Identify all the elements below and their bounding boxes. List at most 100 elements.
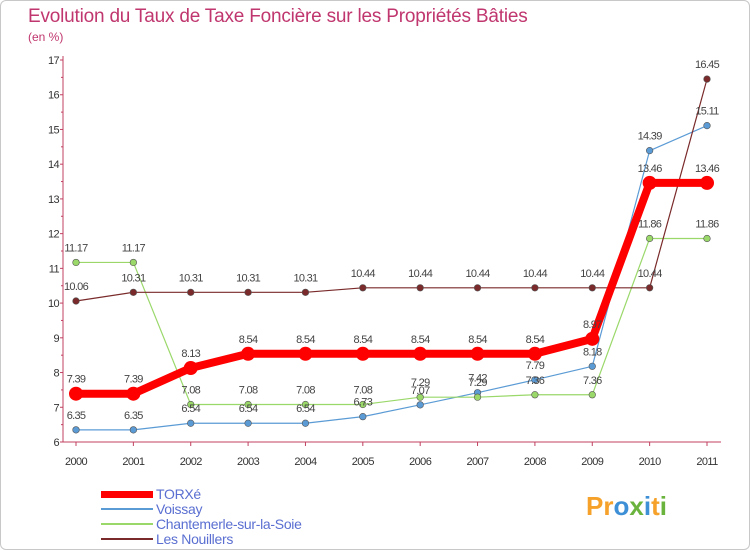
data-label: 11.86 [638, 218, 662, 230]
data-label: 11.86 [695, 218, 719, 230]
data-point [355, 346, 370, 361]
data-point [301, 288, 310, 296]
data-point [700, 175, 714, 190]
data-label: 8.54 [239, 334, 258, 346]
data-point [531, 376, 539, 384]
x-tick-label: 2008 [524, 456, 547, 468]
data-label: 8.54 [526, 334, 545, 346]
y-tick-label: 12 [48, 229, 60, 241]
y-tick-label: 11 [49, 263, 60, 275]
data-label: 6.73 [354, 397, 373, 409]
series-lines [72, 78, 711, 431]
x-tick-label: 2004 [294, 456, 317, 468]
data-point [416, 401, 424, 409]
data-point [187, 419, 195, 427]
data-point [244, 288, 252, 296]
data-label: 10.31 [179, 272, 204, 284]
data-point [588, 362, 596, 370]
data-label: 8.54 [296, 334, 315, 346]
data-point [183, 361, 198, 376]
data-point [531, 284, 539, 292]
data-label: 7.08 [181, 384, 200, 396]
data-point [129, 258, 137, 267]
data-point [359, 400, 367, 409]
data-label: 10.31 [121, 272, 146, 284]
legend-swatch-torxe [101, 490, 153, 498]
proxiti-logo: Proxiti [586, 491, 667, 521]
data-point [703, 122, 711, 130]
x-tick-label: 2010 [639, 456, 662, 468]
data-label: 7.08 [296, 384, 315, 396]
y-tick-label: 7 [53, 402, 59, 414]
data-point [301, 400, 310, 409]
data-point [187, 400, 195, 409]
data-point [72, 297, 80, 305]
data-label: 8.54 [468, 334, 487, 346]
y-tick-label: 17 [48, 55, 60, 67]
y-tick-label: 8 [53, 368, 59, 380]
legend-label-torxe: TORXé [156, 486, 201, 502]
data-label: 15.11 [695, 106, 719, 118]
data-label: 10.44 [580, 268, 605, 280]
data-label: 8.13 [181, 348, 200, 360]
data-labels: 7.39 7.39 8.13 8.54 8.54 8.54 8.54 8.54 8.54 8.97… [64, 59, 720, 422]
data-point [416, 284, 424, 292]
data-label: 11.17 [64, 242, 88, 254]
data-label: 13.46 [695, 163, 720, 175]
data-point [359, 284, 367, 292]
data-label: 16.45 [695, 59, 720, 71]
y-tick-label: 10 [48, 298, 60, 310]
data-point [72, 426, 80, 434]
y-tick-label: 6 [53, 437, 59, 449]
data-label: 7.39 [67, 374, 86, 386]
data-label: 10.44 [408, 268, 433, 280]
y-tick-label: 15 [48, 124, 60, 136]
data-label: 8.97 [583, 319, 602, 331]
x-tick-label: 2001 [122, 456, 145, 468]
data-label: 11.17 [122, 242, 146, 254]
legend-label-chantemerle: Chantemerle-sur-la-Soie [156, 516, 302, 532]
data-label: 6.54 [239, 403, 258, 415]
x-tick-label: 2007 [467, 456, 490, 468]
data-label: 10.06 [64, 281, 89, 293]
data-point [646, 234, 654, 243]
data-label: 10.44 [638, 268, 663, 280]
data-label: 7.08 [239, 384, 258, 396]
data-label: 14.39 [638, 131, 663, 143]
data-point [703, 234, 711, 243]
data-label: 10.44 [351, 268, 376, 280]
data-label: 6.54 [181, 403, 200, 415]
data-point [531, 391, 539, 399]
data-point [301, 419, 310, 427]
data-label: 7.79 [526, 360, 545, 372]
x-tick-label: 2002 [180, 456, 203, 468]
data-label: 13.46 [638, 163, 663, 175]
data-label: 6.35 [67, 410, 86, 422]
data-label: 6.35 [124, 410, 143, 422]
legend-swatch-les-nouillers [101, 538, 153, 540]
data-label: 7.36 [583, 375, 602, 387]
data-label: 8.54 [411, 334, 430, 346]
data-point [129, 288, 137, 296]
legend-swatch-voissay [101, 508, 153, 510]
data-label: 7.36 [526, 375, 545, 387]
series-line-1 [75, 125, 708, 431]
data-label: 7.08 [354, 384, 373, 396]
data-label: 7.07 [411, 385, 430, 397]
data-point [703, 75, 711, 83]
y-tick-label: 14 [48, 159, 60, 171]
data-label: 10.31 [293, 272, 318, 284]
data-point [473, 284, 482, 292]
data-point [585, 331, 600, 346]
data-point [588, 284, 596, 292]
x-tick-label: 2011 [696, 456, 718, 468]
data-point [298, 346, 313, 361]
legend-label-voissay: Voissay [156, 501, 203, 517]
data-point [416, 393, 424, 401]
data-label: 10.44 [466, 268, 491, 280]
x-tick-label: 2009 [581, 456, 604, 468]
data-label: 10.44 [523, 268, 548, 280]
data-point [646, 284, 654, 292]
data-label: 7.29 [411, 377, 430, 389]
